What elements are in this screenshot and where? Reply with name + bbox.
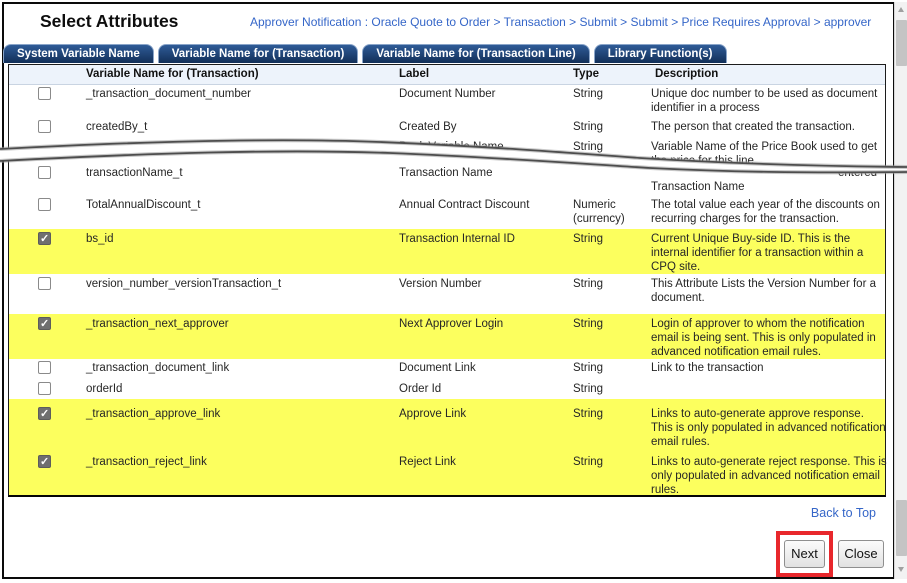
cell-type: String xyxy=(573,278,604,290)
cell-variable-name: _transaction_document_number xyxy=(86,88,251,100)
row-checkbox-checked[interactable] xyxy=(38,317,51,330)
cell-type: String xyxy=(573,141,604,153)
torn-text-fragment: entered xyxy=(837,167,877,179)
cell-description-line: Transaction Name xyxy=(651,181,745,193)
table-row-selected: _transaction_approve_link Approve Link S… xyxy=(9,399,886,448)
cell-label: Created By xyxy=(399,121,457,133)
scroll-up-button[interactable] xyxy=(895,2,907,17)
cell-type: Numeric (currency) xyxy=(573,199,625,225)
cell-type: String xyxy=(573,408,604,420)
col-header-type: Type xyxy=(573,68,599,80)
table-row: createdBy_t Created By String The person… xyxy=(9,119,885,141)
row-checkbox[interactable] xyxy=(38,277,51,290)
table-row: _transaction_document_link Document Link… xyxy=(9,359,885,381)
vertical-scrollbar[interactable] xyxy=(894,2,907,579)
table-row-selected: bs_id Transaction Internal ID String Cur… xyxy=(9,229,885,274)
cell-label: Transaction Name xyxy=(399,167,493,179)
cell-type: String xyxy=(573,362,604,374)
cell-variable-name: orderId xyxy=(86,383,123,395)
row-checkbox[interactable] xyxy=(38,382,51,395)
table-header-row: Variable Name for (Transaction) Label Ty… xyxy=(9,65,885,85)
cell-variable-name: _transaction_next_approver xyxy=(86,318,229,330)
cell-label: Book Variable Name xyxy=(399,141,504,153)
cell-variable-name: _transaction_approve_link xyxy=(86,408,221,420)
cell-variable-name: _transaction_document_link xyxy=(86,362,230,374)
cell-type: String xyxy=(573,318,604,330)
tab-system-variable-name[interactable]: System Variable Name xyxy=(3,44,154,63)
cell-label: Next Approver Login xyxy=(399,318,504,330)
cell-description: Current Unique Buy-side ID. This is the … xyxy=(651,233,864,273)
tab-variable-name-transaction-line[interactable]: Variable Name for (Transaction Line) xyxy=(362,44,590,63)
col-header-variable-name: Variable Name for (Transaction) xyxy=(86,68,259,80)
row-checkbox[interactable] xyxy=(38,166,51,179)
cell-variable-name: _transaction_reject_link xyxy=(86,456,207,468)
page-title: Select Attributes xyxy=(40,11,179,31)
cell-label: Document Link xyxy=(399,362,476,374)
table-row-selected: _transaction_reject_link Reject Link Str… xyxy=(9,445,887,496)
cell-label: Reject Link xyxy=(399,456,456,468)
cell-description: Login of approver to whom the notificati… xyxy=(651,318,876,358)
cell-variable-name: transactionName_t xyxy=(86,167,183,179)
table-row: TotalAnnualDiscount_t Annual Contract Di… xyxy=(9,197,885,229)
attributes-table: Variable Name for (Transaction) Label Ty… xyxy=(8,64,887,497)
table-row: transactionName_t Transaction Name enter… xyxy=(9,164,885,197)
row-checkbox[interactable] xyxy=(38,120,51,133)
row-checkbox-checked[interactable] xyxy=(38,407,51,420)
scrollbar-thumb[interactable] xyxy=(896,20,907,66)
table-row: version_number_versionTransaction_t Vers… xyxy=(9,274,885,314)
col-header-label: Label xyxy=(399,68,430,80)
scrollbar-thumb[interactable] xyxy=(896,500,907,556)
table-row: _transaction_document_number Document Nu… xyxy=(9,85,885,119)
cell-description: The total value each year of the discoun… xyxy=(651,199,880,225)
cell-description: Unique doc number to be used as document… xyxy=(651,88,878,114)
cell-description: The person that created the transaction. xyxy=(651,121,855,133)
cell-description: Links to auto-generate approve response.… xyxy=(651,408,886,448)
cell-label: Document Number xyxy=(399,88,496,100)
cell-description: Link to the transaction xyxy=(651,362,764,374)
tab-library-functions[interactable]: Library Function(s) xyxy=(593,44,727,63)
cell-label: Version Number xyxy=(399,278,482,290)
cell-type: String xyxy=(573,88,604,100)
table-row-selected: _transaction_next_approver Next Approver… xyxy=(9,314,885,359)
cell-type: String xyxy=(573,121,604,133)
scroll-up-icon xyxy=(898,7,904,12)
cell-variable-name: TotalAnnualDiscount_t xyxy=(86,199,201,211)
cell-label: Order Id xyxy=(399,383,442,395)
table-row-partial: Book Variable Name String Variable Name … xyxy=(9,140,885,167)
row-checkbox-checked[interactable] xyxy=(38,455,51,468)
row-checkbox[interactable] xyxy=(38,87,51,100)
close-button[interactable]: Close xyxy=(838,540,884,568)
cell-type: String xyxy=(573,456,604,468)
row-checkbox[interactable] xyxy=(38,361,51,374)
cell-description: Links to auto-generate reject response. … xyxy=(651,456,887,496)
row-checkbox-checked[interactable] xyxy=(38,232,51,245)
cell-type: String xyxy=(573,383,604,395)
row-checkbox[interactable] xyxy=(38,198,51,211)
cell-variable-name: createdBy_t xyxy=(86,121,148,133)
tab-variable-name-transaction[interactable]: Variable Name for (Transaction) xyxy=(157,44,359,63)
tab-bar: System Variable Name Variable Name for (… xyxy=(3,44,727,63)
cell-label: Transaction Internal ID xyxy=(399,233,515,245)
scroll-down-icon xyxy=(898,567,904,572)
breadcrumb: Approver Notification : Oracle Quote to … xyxy=(250,15,872,29)
cell-type: String xyxy=(573,233,604,245)
scroll-down-button[interactable] xyxy=(895,562,907,577)
back-to-top-link[interactable]: Back to Top xyxy=(810,506,876,520)
cell-variable-name: version_number_versionTransaction_t xyxy=(86,278,282,290)
cell-variable-name: bs_id xyxy=(86,233,114,245)
col-header-description: Description xyxy=(655,68,719,80)
cell-description: This Attribute Lists the Version Number … xyxy=(651,278,876,304)
table-row: orderId Order Id String xyxy=(9,381,885,399)
cell-description: entered Transaction Name xyxy=(651,166,887,194)
cell-label: Approve Link xyxy=(399,408,467,420)
cell-label: Annual Contract Discount xyxy=(399,199,530,211)
next-button[interactable]: Next xyxy=(784,540,825,568)
